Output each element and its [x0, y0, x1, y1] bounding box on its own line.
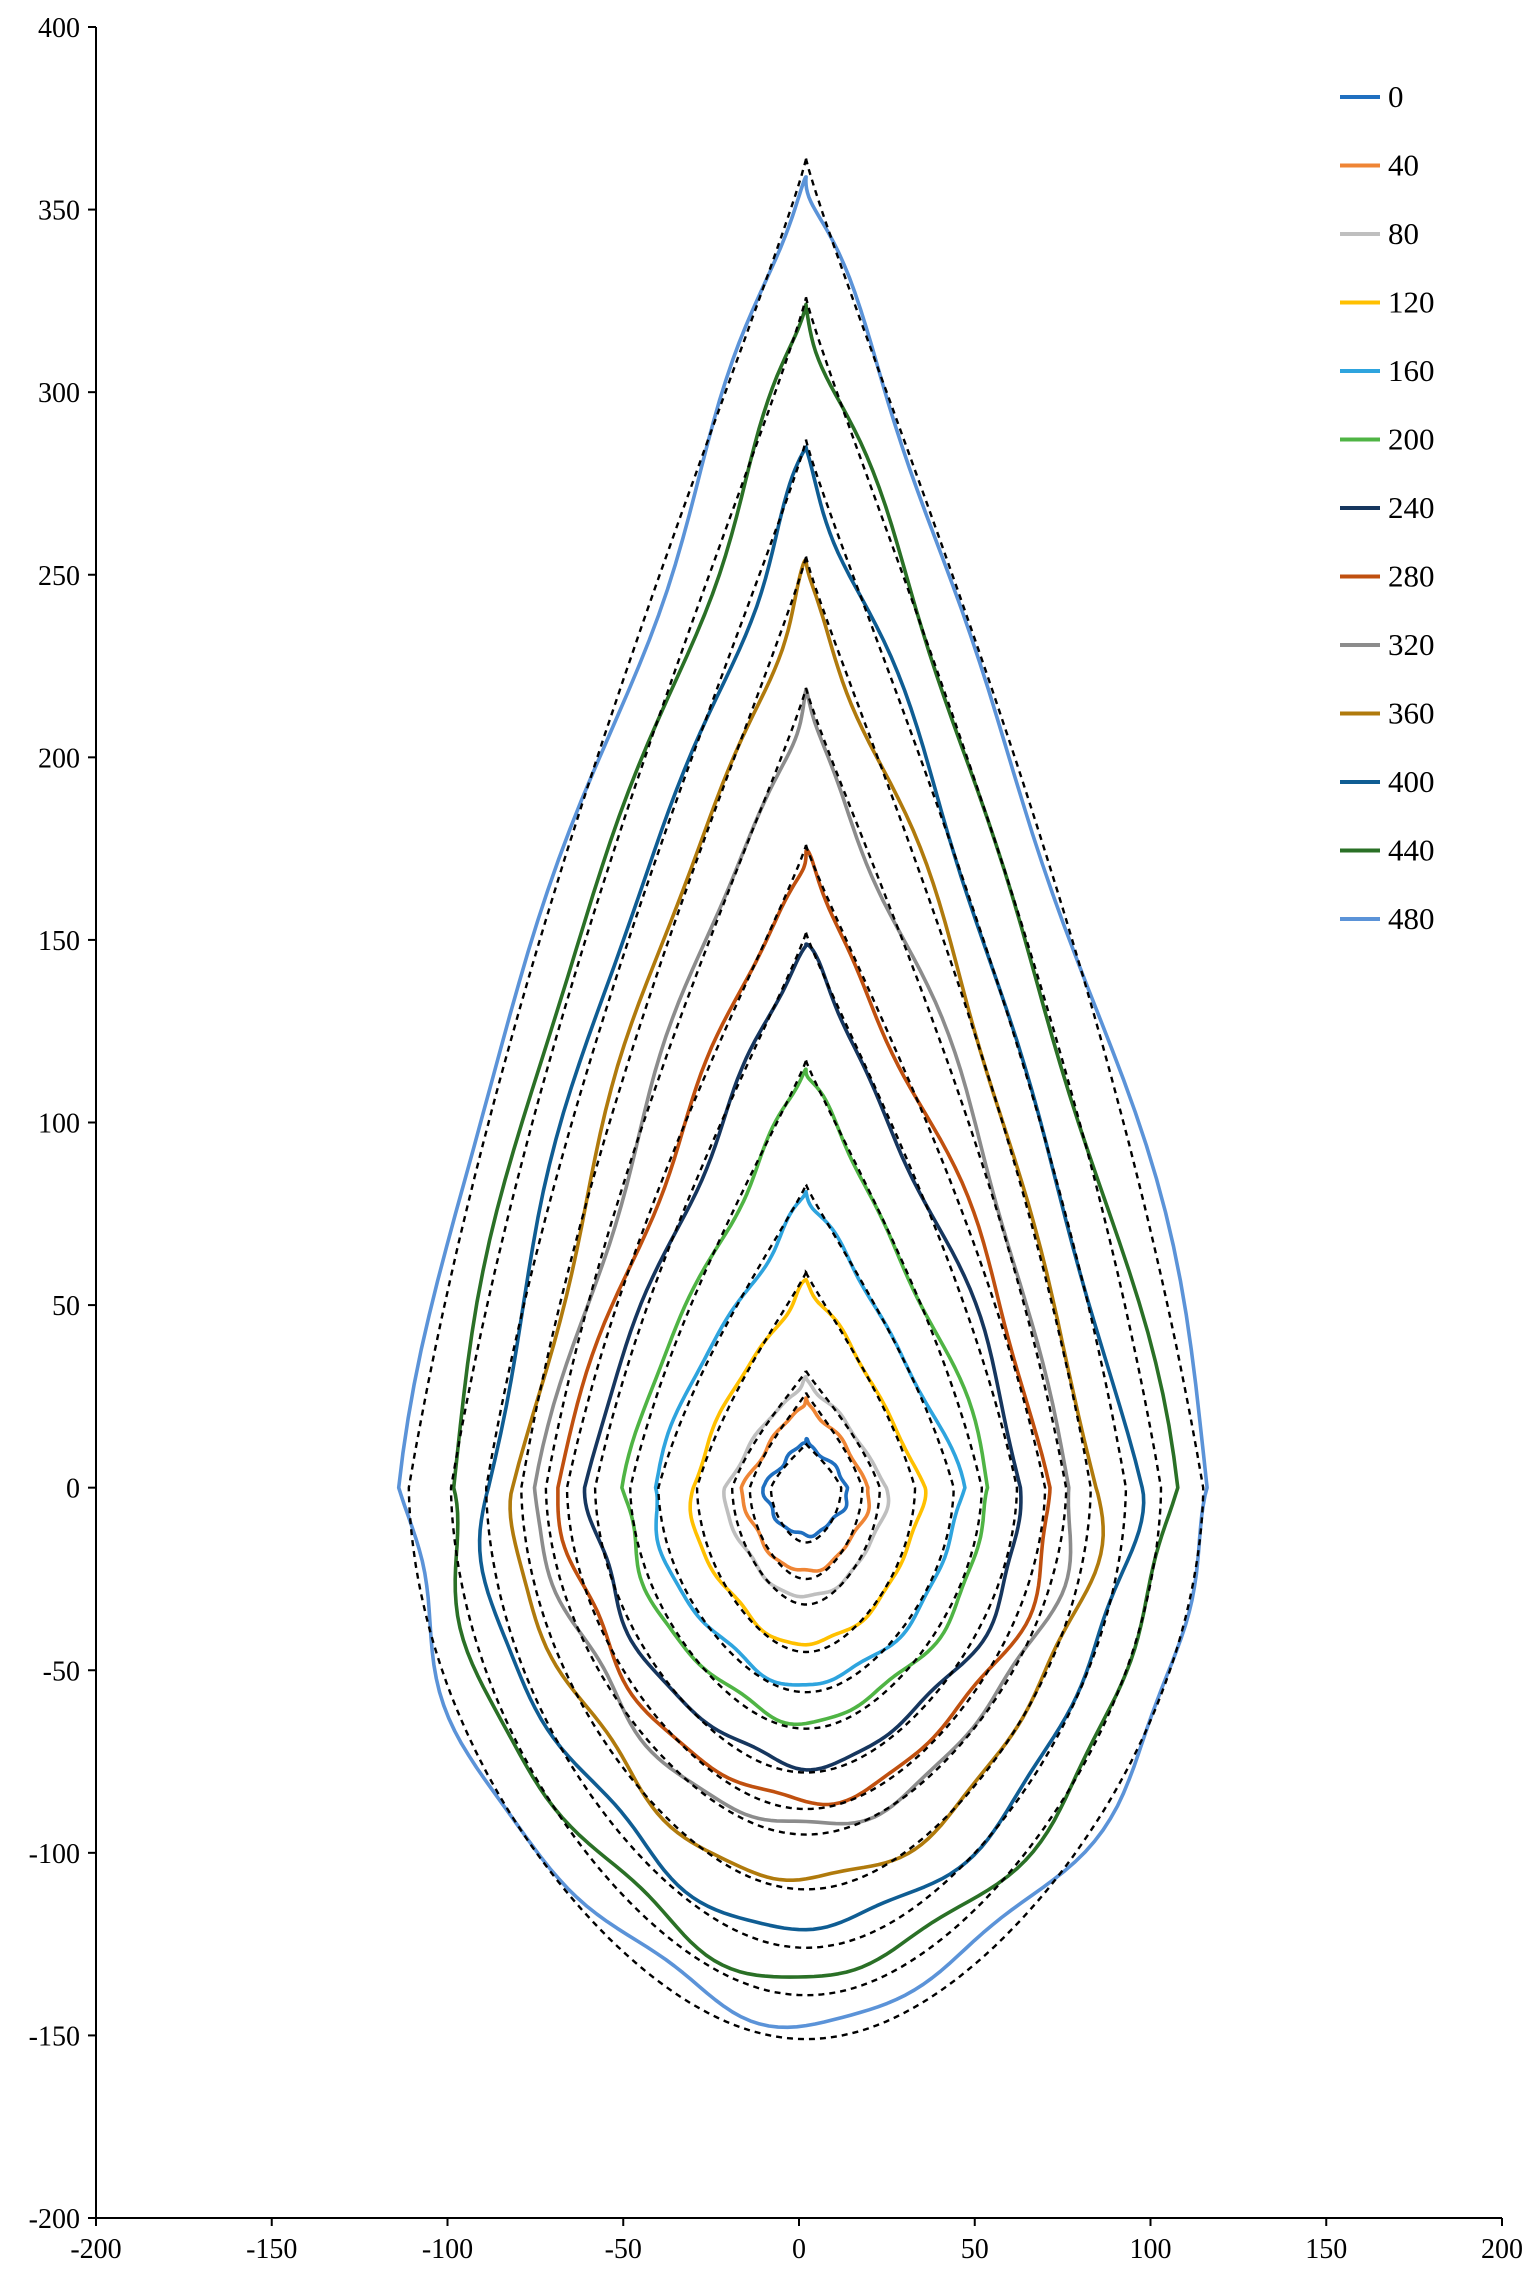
- y-tick-label: 250: [38, 561, 80, 592]
- y-tick-label: 100: [38, 1109, 80, 1140]
- legend-label-160: 160: [1388, 353, 1435, 388]
- model-contour-400: [484, 439, 1128, 1950]
- legend-label-120: 120: [1388, 285, 1435, 320]
- y-tick-label: 300: [38, 378, 80, 409]
- series-400-contour: [477, 445, 1146, 1932]
- legend-label-320: 320: [1388, 627, 1435, 662]
- model-contour-360: [520, 556, 1092, 1891]
- series-80-contour: [722, 1374, 891, 1599]
- x-tick-label: -100: [422, 2234, 473, 2265]
- y-tick-label: 400: [38, 13, 80, 44]
- legend-label-0: 0: [1388, 79, 1404, 114]
- model-contour-120: [695, 1269, 917, 1654]
- x-tick-label: 200: [1481, 2234, 1523, 2265]
- legend-label-440: 440: [1388, 833, 1435, 868]
- model-contour-280: [565, 844, 1047, 1811]
- y-tick-label: 200: [38, 743, 80, 774]
- legend-label-200: 200: [1388, 422, 1435, 457]
- y-tick-label: -200: [29, 2204, 80, 2235]
- model-contour-320: [544, 687, 1068, 1836]
- x-tick-label: 50: [961, 2234, 989, 2265]
- y-tick-label: 0: [66, 1474, 80, 1505]
- model-contour-160: [657, 1181, 955, 1694]
- series-480-contour: [396, 175, 1209, 2030]
- series-200-contour: [620, 1067, 990, 1727]
- y-tick-label: -50: [43, 1656, 80, 1687]
- series-160-contour: [653, 1190, 967, 1687]
- legend-label-240: 240: [1388, 490, 1435, 525]
- plot-area: 400350300250200150100500-50-100-150-200-…: [29, 13, 1523, 2265]
- legend-label-80: 80: [1388, 216, 1419, 251]
- x-tick-label: -150: [246, 2234, 297, 2265]
- x-tick-label: 100: [1130, 2234, 1172, 2265]
- x-tick-label: -200: [70, 2234, 121, 2265]
- model-contour-440: [449, 296, 1163, 1997]
- x-tick-label: 0: [792, 2234, 806, 2265]
- model-contour-40: [748, 1391, 864, 1581]
- model-contour-0: [769, 1442, 843, 1544]
- y-tick-label: 350: [38, 196, 80, 227]
- y-tick-label: -100: [29, 1839, 80, 1870]
- series-240-contour: [582, 942, 1023, 1772]
- model-contour-200: [629, 1059, 984, 1730]
- series-440-contour: [451, 302, 1180, 1979]
- series-120-contour: [688, 1277, 928, 1647]
- model-contour-80: [731, 1370, 881, 1606]
- legend-label-480: 480: [1388, 901, 1435, 936]
- x-tick-label: -50: [605, 2234, 642, 2265]
- series-40-contour: [739, 1396, 871, 1573]
- y-tick-label: 50: [52, 1291, 80, 1322]
- legend-label-400: 400: [1388, 764, 1435, 799]
- series-0-contour: [761, 1436, 850, 1539]
- series-280-contour: [556, 848, 1052, 1807]
- series-320-contour: [532, 687, 1073, 1826]
- legend-label-360: 360: [1388, 696, 1435, 731]
- model-contour-240: [593, 932, 1019, 1774]
- legend-label-280: 280: [1388, 559, 1435, 594]
- y-tick-label: -150: [29, 2021, 80, 2052]
- x-tick-label: 150: [1305, 2234, 1347, 2265]
- y-tick-label: 150: [38, 926, 80, 957]
- legend-label-40: 40: [1388, 148, 1419, 183]
